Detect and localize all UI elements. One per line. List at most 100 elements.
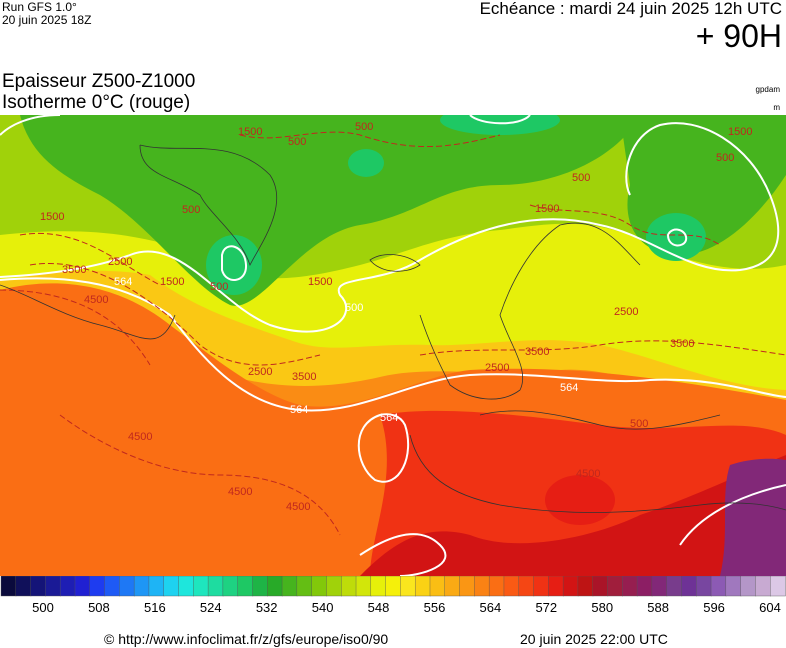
coast-med	[479, 410, 721, 430]
colorbar-swatch	[281, 576, 298, 597]
lead-time: + 90H	[695, 18, 782, 54]
isotherm-line	[0, 289, 151, 366]
contour-label: 4500	[286, 501, 310, 513]
colorbar-swatch	[15, 576, 32, 597]
contours-white	[0, 115, 786, 576]
colorbar: 500 508 516 524 532 540 548 556 564 572 580 588 596 6…	[0, 576, 786, 615]
contour-564	[0, 277, 786, 412]
colorbar-swatch	[296, 576, 313, 597]
colorbar-swatch	[444, 576, 461, 597]
contour-label: 1500	[238, 126, 262, 138]
colorbar-swatch	[119, 576, 135, 597]
colorbar-swatch	[237, 576, 254, 597]
isotherm-line	[419, 340, 786, 356]
colorbar-label: 588	[647, 600, 669, 615]
colorbar-swatch	[636, 576, 653, 597]
colorbar-swatch	[651, 576, 668, 597]
contour-label: 564	[290, 404, 308, 416]
colorbar-swatch	[385, 576, 402, 597]
map: 500 1500 500 500 1500 500 1500 1500 500 …	[0, 115, 786, 576]
contour-label: 500	[345, 302, 363, 314]
contour-north	[469, 115, 531, 125]
contour-label: 564	[380, 412, 398, 424]
colorbar-label: 564	[480, 600, 502, 615]
field-red-cell	[545, 475, 615, 525]
colorbar-label: 524	[200, 600, 222, 615]
colorbar-swatch	[267, 576, 283, 597]
contour-label: 1500	[535, 203, 559, 215]
colorbar-swatch	[755, 576, 771, 597]
colorbar-swatch	[341, 576, 357, 597]
coast-africa	[409, 434, 786, 513]
colorbar-swatch	[30, 576, 47, 597]
contour-label: 2500	[108, 256, 132, 268]
colorbar-label: 604	[759, 600, 781, 615]
field-teal-north	[440, 115, 560, 135]
run-label: 20 juin 2025 18Z	[2, 13, 92, 27]
contour-label: 2500	[614, 306, 638, 318]
isotherm-line	[59, 414, 341, 536]
colorbar-label: 508	[88, 600, 110, 615]
colorbar-label: 548	[368, 600, 390, 615]
colorbar-swatch	[178, 576, 195, 597]
field-teal-low-east	[646, 213, 706, 261]
colorbar-swatch	[725, 576, 742, 597]
source-link[interactable]: © http://www.infoclimat.fr/z/gfs/europe/…	[104, 631, 389, 647]
contour-label: 500	[716, 152, 734, 164]
contour-label: 4500	[84, 294, 108, 306]
colorbar-swatch	[488, 576, 505, 597]
colorbar-swatch	[89, 576, 106, 597]
coastlines	[0, 144, 786, 513]
colorbar-swatch	[666, 576, 683, 597]
contour-label: 4500	[228, 486, 252, 498]
colorbar-swatch	[148, 576, 165, 597]
colorbar-swatch	[370, 576, 387, 597]
contour-label: 500	[630, 418, 648, 430]
unit-m: m	[773, 103, 780, 112]
created-time: 20 juin 2025 22:00 UTC	[520, 631, 668, 647]
colorbar-swatch	[770, 576, 786, 597]
contour-low-east	[666, 228, 688, 247]
contour-label: 500	[288, 136, 306, 148]
colorbar-label: 596	[703, 600, 725, 615]
colorbar-swatch	[577, 576, 594, 597]
colorbar-label: 556	[424, 600, 446, 615]
contour-label: 500	[210, 281, 228, 293]
colorbar-label: 580	[591, 600, 613, 615]
coast-europe	[419, 222, 641, 400]
contour-label: 1500	[160, 276, 184, 288]
colorbar-swatch	[45, 576, 61, 597]
colorbar-swatch	[740, 576, 757, 597]
contours-isotherm	[0, 131, 786, 536]
colorbar-swatch	[414, 576, 431, 597]
title-thickness: Epaisseur Z500-Z1000	[2, 71, 196, 92]
colorbar-label: 532	[256, 600, 278, 615]
title-isotherm: Isotherme 0°C (rouge)	[2, 92, 191, 113]
colorbar-label: 516	[144, 600, 166, 615]
colorbar-swatch	[133, 576, 150, 597]
colorbar-swatch	[562, 576, 579, 597]
coast-iceland	[369, 254, 421, 272]
colorbar-swatch	[207, 576, 224, 597]
colorbar-swatch	[104, 576, 121, 597]
coast-america	[0, 284, 176, 340]
colorbar-swatch	[355, 576, 372, 597]
contour-label: 4500	[128, 431, 152, 443]
colorbar-swatch	[607, 576, 623, 597]
unit-gpdam: gpdam	[755, 85, 780, 94]
model-label: Run GFS 1.0°	[2, 0, 77, 14]
colorbar-swatch	[710, 576, 727, 597]
colorbar-swatch	[0, 576, 17, 597]
contour-label: 3500	[525, 346, 549, 358]
contour-540	[0, 122, 780, 333]
contour-label: 564	[114, 276, 132, 288]
colorbar-swatch	[533, 576, 550, 597]
contour-label: 4500	[576, 468, 600, 480]
contour-nw	[0, 115, 61, 136]
colorbar-swatch	[459, 576, 476, 597]
colorbar-swatch	[311, 576, 328, 597]
colorbar-swatch	[429, 576, 446, 597]
contour-label: 1500	[40, 211, 64, 223]
colorbar-swatch	[222, 576, 239, 597]
